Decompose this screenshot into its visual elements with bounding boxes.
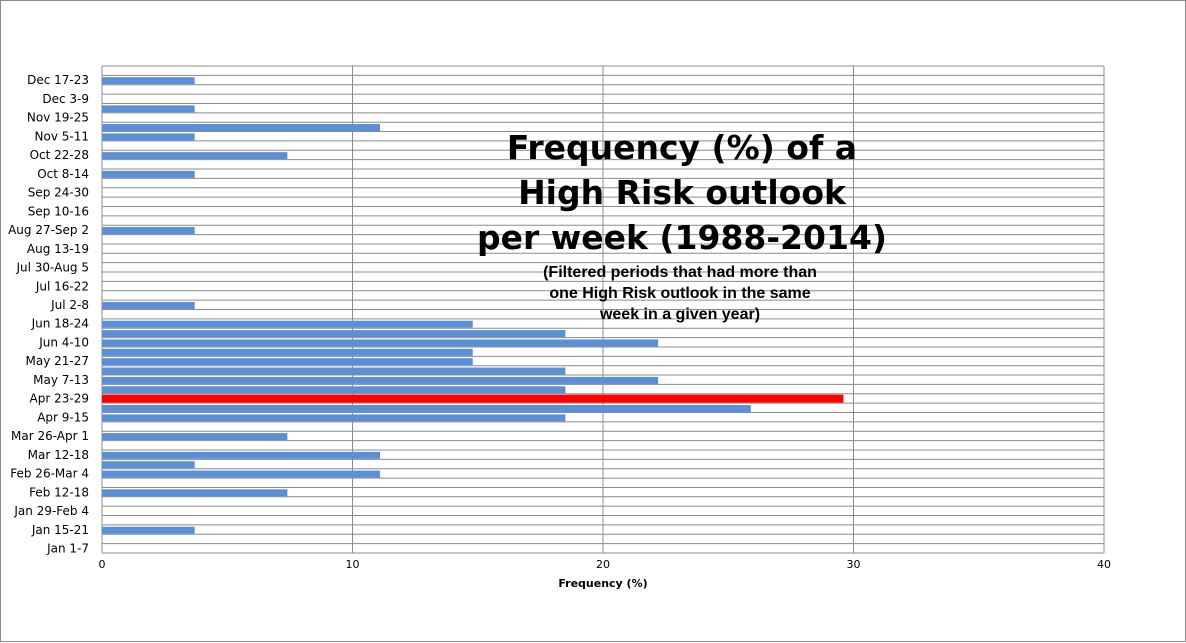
bar-nov-26-dec-2 (102, 105, 195, 113)
bar-jun-11-17 (102, 330, 566, 338)
y-tick-label: Jun 18-24 (31, 317, 89, 331)
y-tick-label: Mar 26-Apr 1 (11, 429, 89, 443)
chart-title-line-3: per week (1988-2014) (477, 218, 887, 257)
bar-jul-2-8 (102, 302, 195, 309)
y-tick-label: Oct 8-14 (37, 167, 89, 181)
y-tick-label: Feb 26-Mar 4 (10, 467, 89, 481)
y-tick-label: Jan 29-Feb 4 (13, 504, 89, 518)
y-tick-label: May 21-27 (26, 354, 90, 368)
y-tick-label: Dec 3-9 (42, 92, 89, 106)
y-tick-label: Jan 15-21 (31, 523, 89, 537)
y-tick-label: Jun 4-10 (38, 335, 89, 349)
bar-jun-18-24 (102, 320, 473, 328)
bar-nov-12-18 (102, 124, 381, 132)
x-tick-labels: 0 10 20 30 40 (99, 558, 1112, 571)
bar-jan-15-21 (102, 526, 195, 534)
y-tick-label: Jul 16-22 (35, 279, 89, 293)
bar-may-28-jun-3 (102, 348, 473, 356)
y-tick-label: Sep 10-16 (28, 204, 89, 218)
x-tick-label: 40 (1097, 558, 1111, 571)
x-tick-label: 10 (346, 558, 360, 571)
chart-title-line-1: Frequency (%) of a (507, 128, 857, 167)
bar-mar-12-18 (102, 451, 381, 459)
y-tick-label: Oct 22-28 (30, 148, 89, 162)
y-tick-label: Jul 30-Aug 5 (15, 261, 89, 275)
x-axis-label: Frequency (%) (558, 577, 647, 590)
bar-feb-12-18 (102, 489, 288, 497)
x-tick-label: 20 (596, 558, 610, 571)
chart-subtitle: (Filtered periods that had more than one… (543, 264, 817, 323)
bar-feb-26-mar-4 (102, 470, 381, 478)
bar-may-14-20 (102, 367, 566, 375)
y-tick-label: Aug 13-19 (27, 242, 89, 256)
bar-mar-5-11 (102, 461, 195, 469)
y-tick-label: May 7-13 (33, 373, 89, 387)
bars (102, 77, 844, 534)
chart-title-line-2: High Risk outlook (518, 173, 847, 212)
bar-mar-26-apr-1 (102, 433, 288, 441)
y-tick-label: Aug 27-Sep 2 (8, 223, 89, 237)
y-tick-label: Mar 12-18 (28, 448, 89, 462)
bar-apr-23-29 (102, 394, 844, 403)
bar-aug-27-sep-2 (102, 227, 195, 235)
y-tick-labels: Jan 1-7 Jan 15-21 Jan 29-Feb 4 Feb 12-18 Feb… (8, 73, 89, 555)
y-tick-label: Jul 2-8 (50, 298, 89, 312)
bar-oct-8-14 (102, 170, 195, 178)
y-tick-label: Apr 9-15 (37, 410, 89, 424)
chart-subtitle-line-2: one High Risk outlook in the same (549, 285, 810, 302)
y-tick-label: Jan 1-7 (46, 542, 89, 556)
gridlines (101, 65, 1105, 554)
bar-oct-22-28 (102, 152, 288, 160)
bar-apr-9-15 (102, 414, 566, 422)
y-tick-label: Nov 19-25 (27, 111, 89, 125)
y-tick-label: Sep 24-30 (28, 186, 89, 200)
y-tick-label: Apr 23-29 (30, 392, 89, 406)
bar-may-21-27 (102, 358, 473, 366)
chart-subtitle-line-1: (Filtered periods that had more than (543, 264, 817, 281)
y-tick-label: Dec 17-23 (27, 73, 89, 87)
x-tick-label: 30 (847, 558, 861, 571)
chart-subtitle-line-3: week in a given year) (599, 306, 760, 323)
bar-nov-5-11 (102, 133, 195, 141)
bar-dec-17-23 (102, 77, 195, 85)
bar-may-7-13 (102, 376, 659, 384)
y-tick-label: Nov 5-11 (35, 129, 89, 143)
bar-apr-16-22 (102, 405, 751, 413)
bar-apr-30-may-6 (102, 386, 566, 394)
bar-jun-4-10 (102, 339, 659, 347)
y-tick-label: Feb 12-18 (29, 485, 89, 499)
x-tick-label: 0 (99, 558, 106, 571)
chart-title: Frequency (%) of a High Risk outlook per… (477, 128, 887, 257)
